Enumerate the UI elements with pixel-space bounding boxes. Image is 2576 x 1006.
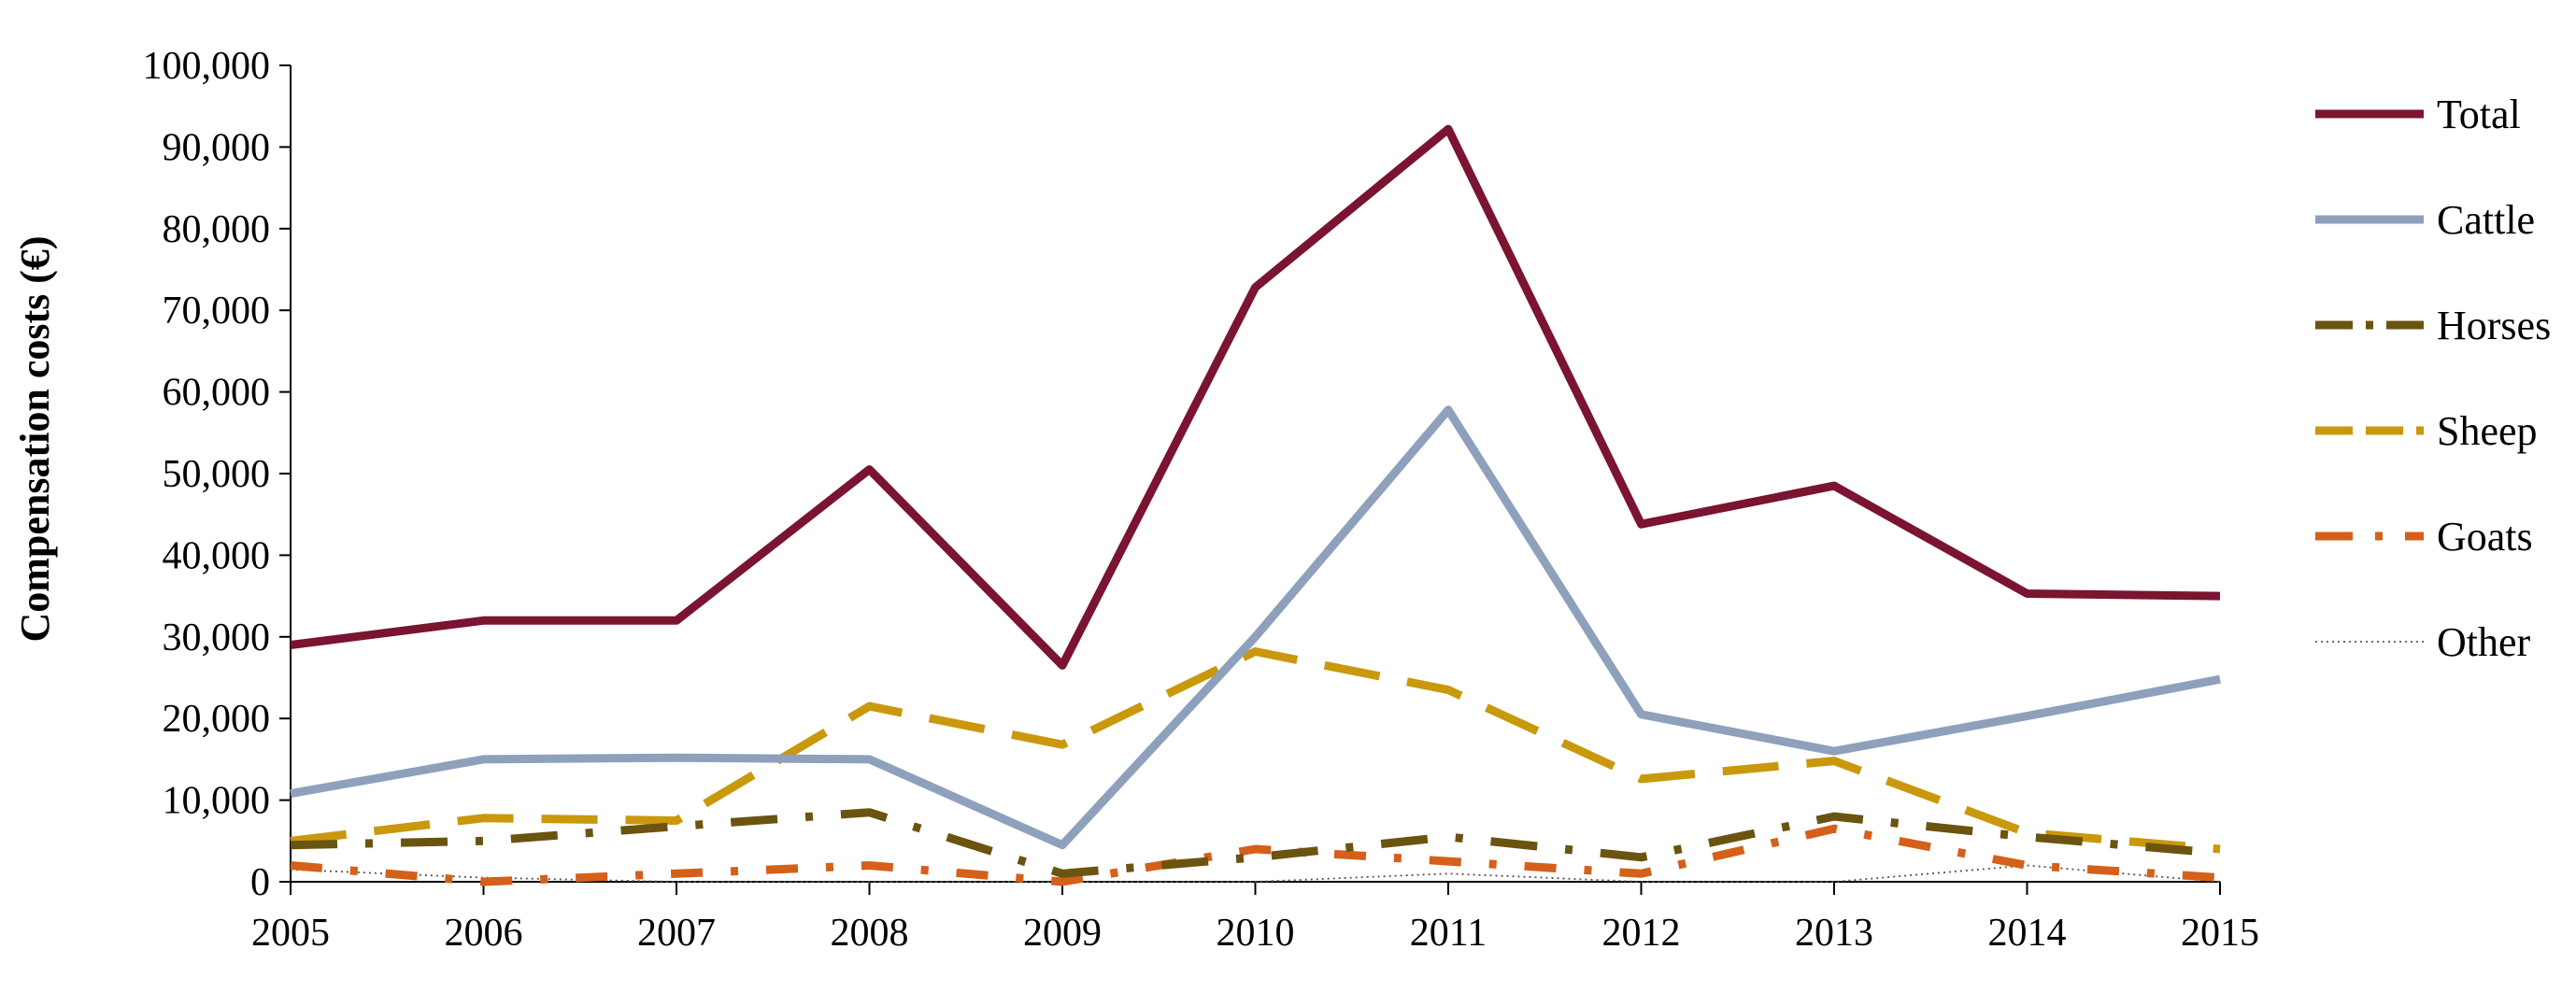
- y-tick-label: 70,000: [163, 290, 271, 333]
- x-tick-label: 2009: [1023, 912, 1102, 955]
- x-tick-label: 2005: [251, 912, 330, 955]
- x-tick-label: 2008: [831, 912, 909, 955]
- y-tick-label: 10,000: [163, 780, 271, 823]
- legend-label-cattle: Cattle: [2437, 197, 2535, 243]
- series-line-goats: [290, 824, 2221, 886]
- x-tick-label: 2014: [1988, 912, 2067, 955]
- y-tick-label: 50,000: [163, 453, 271, 496]
- legend-label-sheep: Sheep: [2437, 408, 2538, 454]
- y-tick-label: 0: [250, 861, 270, 904]
- legend-label-other: Other: [2437, 619, 2531, 665]
- series-line-sheep: [290, 647, 2221, 854]
- y-tick-label: 20,000: [163, 698, 271, 741]
- y-axis-label: Compensation costs (€): [12, 235, 58, 642]
- x-tick-label: 2011: [1410, 912, 1487, 955]
- y-tick-label: 90,000: [163, 126, 271, 169]
- legend-label-horses: Horses: [2437, 303, 2551, 348]
- x-tick-label: 2010: [1217, 912, 1295, 955]
- y-tick-label: 60,000: [163, 372, 271, 415]
- x-tick-label: 2006: [445, 912, 523, 955]
- x-tick-label: 2015: [2181, 912, 2259, 955]
- y-tick-label: 80,000: [163, 208, 271, 251]
- series-line-total: [290, 124, 2221, 670]
- y-tick-label: 40,000: [163, 534, 271, 577]
- legend-label-goats: Goats: [2437, 514, 2533, 560]
- x-tick-label: 2007: [637, 912, 716, 955]
- y-tick-label: 30,000: [163, 616, 271, 659]
- legend-label-total: Total: [2437, 92, 2521, 137]
- x-tick-label: 2012: [1602, 912, 1681, 955]
- x-tick-label: 2013: [1795, 912, 1873, 955]
- y-tick-label: 100,000: [143, 45, 271, 88]
- series-line-cattle: [290, 405, 2221, 850]
